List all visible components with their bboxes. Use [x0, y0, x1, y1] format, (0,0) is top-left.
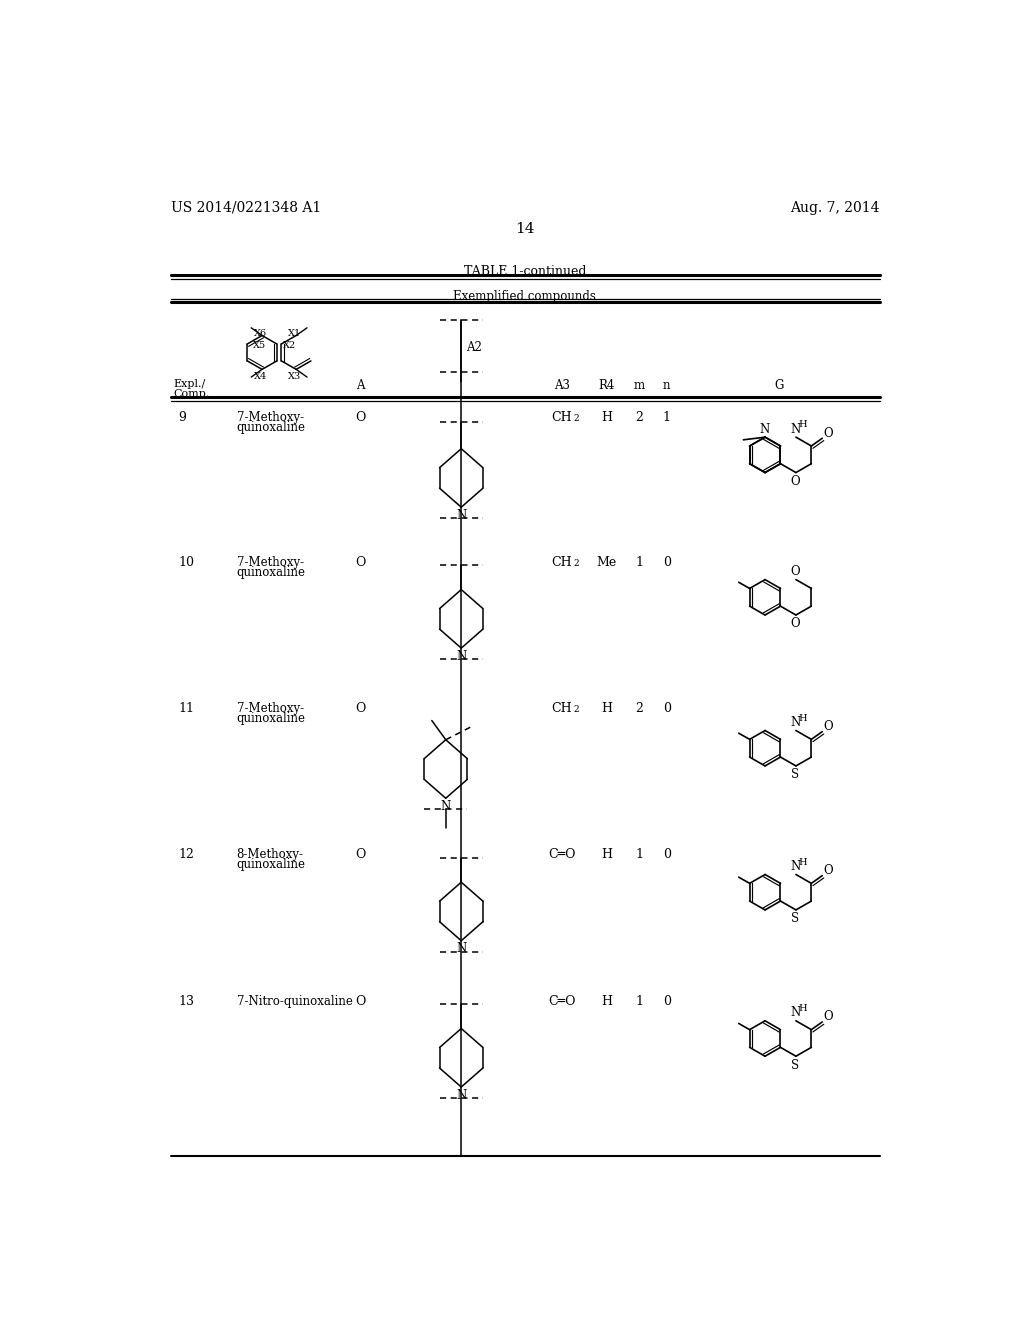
Text: O: O — [355, 849, 366, 862]
Text: Me: Me — [597, 556, 617, 569]
Text: N: N — [791, 1006, 801, 1019]
Text: H: H — [601, 995, 612, 1007]
Text: O: O — [823, 1011, 834, 1023]
Text: X2: X2 — [283, 341, 296, 350]
Text: X1: X1 — [288, 330, 301, 338]
Text: US 2014/0221348 A1: US 2014/0221348 A1 — [171, 201, 321, 215]
Text: quinoxaline: quinoxaline — [237, 566, 305, 578]
Text: O: O — [355, 995, 366, 1007]
Text: O: O — [355, 702, 366, 715]
Text: 9: 9 — [178, 411, 186, 424]
Text: C═O: C═O — [548, 849, 575, 862]
Text: A3: A3 — [554, 379, 570, 392]
Text: N: N — [456, 649, 466, 663]
Text: n: n — [663, 379, 671, 392]
Text: O: O — [791, 475, 800, 488]
Text: N: N — [456, 1089, 466, 1102]
Text: 7-Methoxy-: 7-Methoxy- — [237, 556, 304, 569]
Text: G: G — [774, 379, 783, 392]
Text: H: H — [601, 849, 612, 862]
Text: quinoxaline: quinoxaline — [237, 711, 305, 725]
Text: 2: 2 — [636, 702, 643, 715]
Text: R4: R4 — [599, 379, 615, 392]
Text: Comp.: Comp. — [173, 388, 209, 399]
Text: 13: 13 — [178, 995, 195, 1007]
Text: H: H — [799, 1005, 807, 1014]
Text: 0: 0 — [663, 995, 671, 1007]
Text: 10: 10 — [178, 556, 195, 569]
Text: H: H — [799, 858, 807, 867]
Text: 8-Methoxy-: 8-Methoxy- — [237, 849, 303, 862]
Text: A: A — [356, 379, 365, 392]
Text: TABLE 1-continued: TABLE 1-continued — [464, 264, 586, 277]
Text: O: O — [823, 426, 834, 440]
Text: 2: 2 — [573, 558, 580, 568]
Text: m: m — [634, 379, 645, 392]
Text: 7-Methoxy-: 7-Methoxy- — [237, 702, 304, 715]
Text: N: N — [456, 508, 466, 521]
Text: CH: CH — [552, 556, 572, 569]
Text: N: N — [456, 942, 466, 956]
Text: 11: 11 — [178, 702, 195, 715]
Text: 2: 2 — [573, 414, 580, 422]
Text: Exemplified compounds: Exemplified compounds — [454, 290, 596, 304]
Text: X4: X4 — [254, 372, 267, 381]
Text: O: O — [355, 556, 366, 569]
Text: O: O — [823, 865, 834, 878]
Text: C═O: C═O — [548, 995, 575, 1007]
Text: O: O — [791, 565, 800, 578]
Text: H: H — [601, 702, 612, 715]
Text: N: N — [791, 715, 801, 729]
Text: Aug. 7, 2014: Aug. 7, 2014 — [791, 201, 880, 215]
Text: A2: A2 — [466, 341, 481, 354]
Text: N: N — [440, 800, 451, 813]
Text: quinoxaline: quinoxaline — [237, 858, 305, 871]
Text: 7-Methoxy-: 7-Methoxy- — [237, 411, 304, 424]
Text: H: H — [601, 411, 612, 424]
Text: H: H — [799, 714, 807, 723]
Text: 1: 1 — [636, 556, 643, 569]
Text: N: N — [791, 859, 801, 873]
Text: X5: X5 — [253, 341, 266, 350]
Text: O: O — [355, 411, 366, 424]
Text: 1: 1 — [663, 411, 671, 424]
Text: quinoxaline: quinoxaline — [237, 421, 305, 434]
Text: 7-Nitro-quinoxaline: 7-Nitro-quinoxaline — [237, 995, 352, 1007]
Text: 2: 2 — [636, 411, 643, 424]
Text: N: N — [759, 422, 769, 436]
Text: CH: CH — [552, 702, 572, 715]
Text: Expl./: Expl./ — [173, 379, 205, 389]
Text: S: S — [792, 912, 799, 925]
Text: 2: 2 — [573, 705, 580, 714]
Text: 12: 12 — [178, 849, 195, 862]
Text: X6: X6 — [254, 330, 267, 338]
Text: S: S — [792, 768, 799, 781]
Text: X3: X3 — [288, 372, 301, 381]
Text: 0: 0 — [663, 849, 671, 862]
Text: 0: 0 — [663, 702, 671, 715]
Text: 0: 0 — [663, 556, 671, 569]
Text: 1: 1 — [636, 849, 643, 862]
Text: CH: CH — [552, 411, 572, 424]
Text: 14: 14 — [515, 222, 535, 235]
Text: N: N — [791, 422, 801, 436]
Text: O: O — [823, 721, 834, 733]
Text: 1: 1 — [636, 995, 643, 1007]
Text: O: O — [791, 618, 800, 631]
Text: S: S — [792, 1059, 799, 1072]
Text: H: H — [799, 421, 807, 429]
